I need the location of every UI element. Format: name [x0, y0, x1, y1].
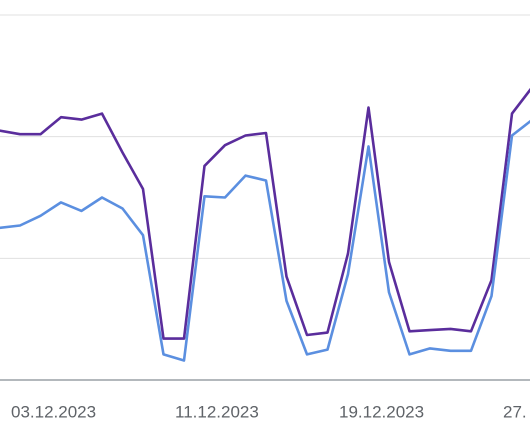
- series-line: [0, 119, 530, 362]
- x-tick-label: 27.: [503, 402, 527, 421]
- x-tick-label: 11.12.2023: [175, 402, 259, 421]
- series-line: [0, 87, 530, 340]
- x-tick-label: 03.12.2023: [11, 402, 96, 421]
- x-tick-label: 19.12.2023: [339, 402, 424, 421]
